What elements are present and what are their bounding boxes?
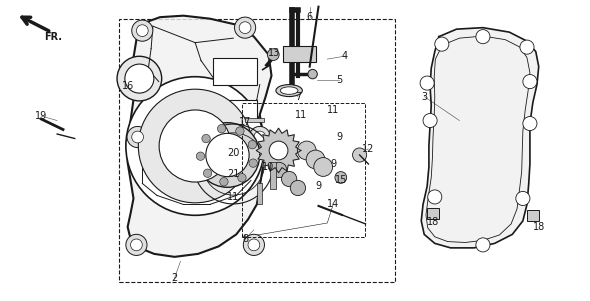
Circle shape — [476, 29, 490, 44]
Bar — [119, 19, 395, 282]
Circle shape — [428, 190, 442, 204]
Circle shape — [126, 77, 264, 215]
Circle shape — [239, 22, 251, 33]
Circle shape — [132, 20, 153, 41]
Circle shape — [234, 17, 255, 38]
Bar — [427, 208, 439, 219]
Bar — [245, 118, 264, 122]
Polygon shape — [421, 28, 539, 248]
Text: 21: 21 — [227, 169, 240, 179]
Circle shape — [271, 162, 287, 178]
Circle shape — [476, 238, 490, 252]
Circle shape — [136, 25, 148, 36]
Bar — [527, 209, 539, 221]
Text: 5: 5 — [336, 75, 342, 85]
Circle shape — [308, 70, 317, 79]
Circle shape — [269, 141, 288, 160]
Text: 18: 18 — [427, 217, 439, 228]
Text: 9: 9 — [316, 182, 322, 191]
Text: 2: 2 — [172, 273, 178, 283]
Text: 14: 14 — [327, 200, 339, 209]
Circle shape — [218, 125, 226, 133]
Text: 11: 11 — [227, 192, 240, 202]
Text: 6: 6 — [307, 12, 313, 22]
Text: 19: 19 — [35, 111, 47, 121]
Ellipse shape — [280, 87, 298, 94]
Circle shape — [248, 239, 260, 251]
Circle shape — [125, 64, 154, 93]
Circle shape — [523, 116, 537, 131]
Circle shape — [195, 123, 260, 187]
Polygon shape — [127, 16, 271, 257]
Text: 20: 20 — [227, 148, 240, 159]
Text: 18: 18 — [533, 222, 545, 232]
Circle shape — [523, 75, 537, 88]
Circle shape — [267, 49, 279, 61]
Circle shape — [202, 134, 210, 143]
Text: FR.: FR. — [44, 32, 61, 42]
Circle shape — [423, 113, 437, 128]
Text: 12: 12 — [362, 144, 375, 154]
Bar — [213, 57, 257, 85]
Circle shape — [204, 169, 212, 177]
Text: 15: 15 — [335, 175, 347, 185]
Circle shape — [314, 158, 333, 176]
Text: 11: 11 — [295, 110, 307, 119]
Bar — [283, 46, 316, 62]
Circle shape — [516, 191, 530, 206]
Circle shape — [420, 76, 434, 90]
Circle shape — [248, 141, 257, 149]
Circle shape — [243, 234, 264, 256]
Circle shape — [281, 171, 297, 187]
Text: 13: 13 — [268, 48, 281, 58]
Circle shape — [335, 172, 347, 183]
Circle shape — [254, 131, 266, 143]
Circle shape — [206, 133, 249, 177]
Circle shape — [138, 89, 252, 203]
Text: 9: 9 — [336, 132, 342, 142]
Circle shape — [219, 178, 228, 186]
Circle shape — [132, 131, 143, 143]
Text: 8: 8 — [242, 234, 248, 244]
Text: 16: 16 — [122, 81, 134, 91]
Circle shape — [353, 148, 366, 162]
Text: 7: 7 — [295, 92, 301, 101]
Circle shape — [196, 152, 205, 160]
Ellipse shape — [276, 85, 302, 97]
Circle shape — [117, 56, 162, 101]
Circle shape — [159, 110, 231, 182]
Circle shape — [236, 127, 244, 135]
Circle shape — [290, 180, 306, 196]
Circle shape — [306, 150, 325, 169]
Circle shape — [435, 37, 449, 51]
Text: 4: 4 — [342, 51, 348, 61]
Circle shape — [520, 40, 534, 54]
Circle shape — [249, 126, 270, 147]
Text: 9: 9 — [330, 159, 336, 169]
Text: 10: 10 — [263, 162, 275, 172]
Bar — [242, 103, 365, 237]
Circle shape — [127, 126, 148, 147]
Text: 11: 11 — [327, 105, 339, 115]
Circle shape — [249, 159, 257, 167]
Text: 3: 3 — [421, 92, 427, 101]
Text: 17: 17 — [239, 117, 251, 127]
Bar — [257, 183, 261, 204]
Circle shape — [297, 141, 316, 160]
Circle shape — [126, 234, 147, 256]
Circle shape — [130, 239, 142, 251]
Circle shape — [238, 174, 246, 182]
Polygon shape — [256, 128, 301, 173]
Bar — [270, 163, 276, 189]
Bar — [207, 100, 257, 120]
